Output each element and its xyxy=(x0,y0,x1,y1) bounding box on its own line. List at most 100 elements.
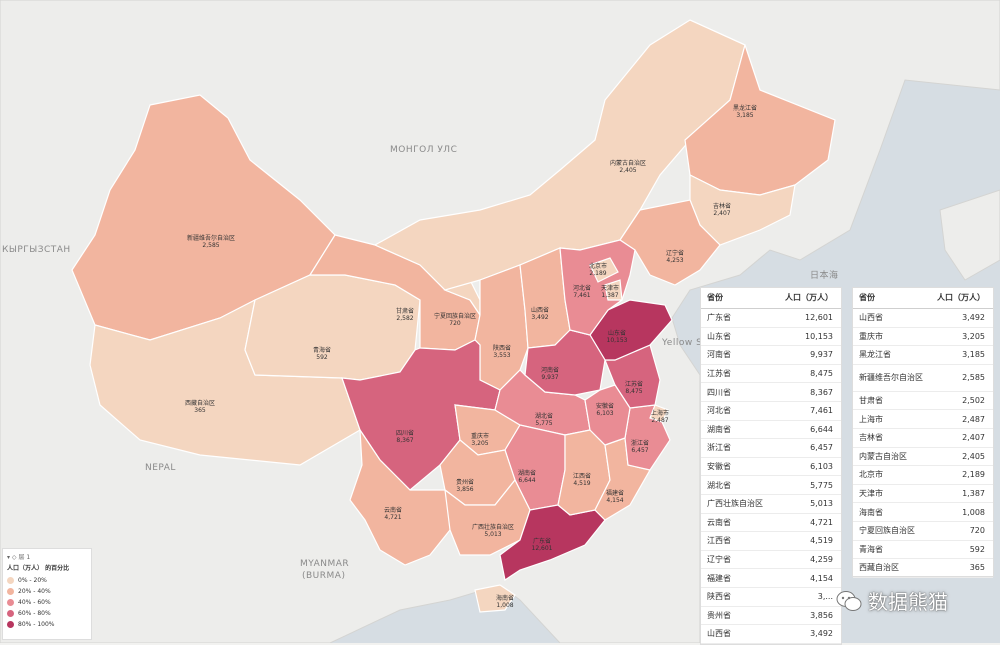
table-header: 省份 人口（万人） xyxy=(701,288,841,309)
map-label-japan-sea: 日本海 xyxy=(810,269,839,281)
table-row[interactable]: 河南省 9,937 xyxy=(701,346,841,365)
cell-province: 湖南省 xyxy=(707,424,731,434)
province-region[interactable] xyxy=(349,427,466,566)
table-row[interactable]: 上海市 2,487 xyxy=(853,410,993,429)
province-value-label: 9,937 xyxy=(541,374,558,381)
cell-population: 4,259 xyxy=(810,555,833,565)
table-row[interactable]: 安徽省 6,103 xyxy=(701,458,841,477)
cell-province: 内蒙古自治区 xyxy=(859,451,907,461)
table-row[interactable]: 陕西省 3,... xyxy=(701,588,841,607)
cell-province: 辽宁省 xyxy=(707,555,731,565)
legend-item: 20% - 40% xyxy=(3,586,91,597)
province-region[interactable] xyxy=(474,584,516,613)
province-region[interactable] xyxy=(604,279,623,301)
province-region[interactable] xyxy=(589,299,673,361)
table-row[interactable]: 福建省 4,154 xyxy=(701,569,841,588)
province-value-label: 5,775 xyxy=(535,420,552,427)
cell-population: 2,407 xyxy=(962,433,985,443)
legend-item-label: 0% - 20% xyxy=(18,577,47,584)
table-row[interactable]: 海南省 1,008 xyxy=(853,503,993,522)
province-value-label: 365 xyxy=(194,407,206,414)
province-value-label: 1,387 xyxy=(601,292,618,299)
table-row[interactable]: 浙江省 6,457 xyxy=(701,439,841,458)
table-row[interactable]: 宁夏回族自治区 720 xyxy=(853,522,993,541)
table-row[interactable]: 湖北省 5,775 xyxy=(701,476,841,495)
cell-province: 云南省 xyxy=(707,517,731,527)
cell-population: 5,775 xyxy=(810,480,833,490)
table-row[interactable]: 内蒙古自治区 2,405 xyxy=(853,448,993,467)
table-row[interactable]: 山西省 3,492 xyxy=(853,309,993,328)
cell-province: 山东省 xyxy=(707,331,731,341)
province-value-label: 3,492 xyxy=(531,314,548,321)
table-row[interactable]: 黑龙江省 3,185 xyxy=(853,346,993,365)
cell-province: 西藏自治区 xyxy=(859,563,899,573)
province-value-label: 2,582 xyxy=(396,315,413,322)
table-row[interactable]: 江苏省 8,475 xyxy=(701,365,841,384)
cell-population: 8,367 xyxy=(810,387,833,397)
table-row[interactable]: 贵州省 3,856 xyxy=(701,607,841,626)
province-label: 福建省 xyxy=(606,489,624,497)
column-header-province[interactable]: 省份 xyxy=(859,293,875,302)
cell-population: 3,... xyxy=(817,592,833,602)
province-value-label: 1,008 xyxy=(496,602,513,609)
legend-item: 40% - 60% xyxy=(3,597,91,608)
table-row[interactable]: 山西省 3,492 xyxy=(701,625,841,644)
cell-province: 河南省 xyxy=(707,350,731,360)
cell-province: 天津市 xyxy=(859,489,883,499)
province-label: 北京市 xyxy=(589,262,607,270)
cell-province: 海南省 xyxy=(859,507,883,517)
watermark-text: 数据熊猫 xyxy=(868,590,948,614)
province-label: 宁夏回族自治区 xyxy=(434,312,476,320)
province-region[interactable] xyxy=(559,239,636,336)
province-label: 江苏省 xyxy=(625,380,643,388)
province-value-label: 4,253 xyxy=(666,257,683,264)
table-row[interactable]: 青海省 592 xyxy=(853,541,993,560)
table-row[interactable]: 甘肃省 2,502 xyxy=(853,392,993,411)
province-region[interactable] xyxy=(584,384,631,446)
table-row[interactable]: 山东省 10,153 xyxy=(701,328,841,347)
cell-population: 2,189 xyxy=(962,470,985,480)
table-row[interactable]: 北京市 2,189 xyxy=(853,466,993,485)
column-header-population[interactable]: 人口（万人） xyxy=(937,293,985,302)
province-label: 贵州省 xyxy=(456,478,474,486)
table-row[interactable]: 重庆市 3,205 xyxy=(853,328,993,347)
table-row[interactable]: 四川省 8,367 xyxy=(701,383,841,402)
province-value-label: 2,585 xyxy=(202,242,219,249)
legend-layer-header[interactable]: ▾ ◇ 层 1 xyxy=(7,554,31,561)
province-region[interactable] xyxy=(589,257,619,283)
table-row[interactable]: 云南省 4,721 xyxy=(701,514,841,533)
province-label: 黑龙江省 xyxy=(733,104,757,112)
table-row[interactable]: 新疆维吾尔自治区 2,585 xyxy=(853,365,993,392)
cell-province: 贵州省 xyxy=(707,610,731,620)
cell-province: 陕西省 xyxy=(707,592,731,602)
cell-population: 1,387 xyxy=(962,489,985,499)
province-label: 湖南省 xyxy=(518,469,536,477)
province-value-label: 3,185 xyxy=(736,112,753,119)
province-value-label: 7,461 xyxy=(573,292,590,299)
table-row[interactable]: 广西壮族自治区 5,013 xyxy=(701,495,841,514)
province-label: 湖北省 xyxy=(535,412,553,420)
province-region[interactable] xyxy=(524,329,606,396)
table-row[interactable]: 广东省 12,601 xyxy=(701,309,841,328)
province-value-label: 10,153 xyxy=(607,337,628,344)
province-region[interactable] xyxy=(649,404,669,423)
table-row[interactable]: 吉林省 2,407 xyxy=(853,429,993,448)
table-row[interactable]: 湖南省 6,644 xyxy=(701,421,841,440)
province-label: 天津市 xyxy=(601,284,619,292)
province-value-label: 2,407 xyxy=(713,210,730,217)
cell-population: 4,154 xyxy=(810,573,833,583)
table-row[interactable]: 河北省 7,461 xyxy=(701,402,841,421)
cell-population: 1,008 xyxy=(962,507,985,517)
table-row[interactable]: 辽宁省 4,259 xyxy=(701,551,841,570)
wechat-icon xyxy=(836,590,862,611)
column-header-province[interactable]: 省份 xyxy=(707,293,723,302)
table-row[interactable]: 西藏自治区 365 xyxy=(853,559,993,578)
column-header-population[interactable]: 人口（万人） xyxy=(785,293,833,302)
table-row[interactable]: 江西省 4,519 xyxy=(701,532,841,551)
watermark: 数据熊猫 xyxy=(836,586,948,615)
province-value-label: 6,103 xyxy=(596,410,613,417)
table-row[interactable]: 天津市 1,387 xyxy=(853,485,993,504)
province-label: 江西省 xyxy=(573,472,591,480)
cell-population: 3,185 xyxy=(962,350,985,360)
